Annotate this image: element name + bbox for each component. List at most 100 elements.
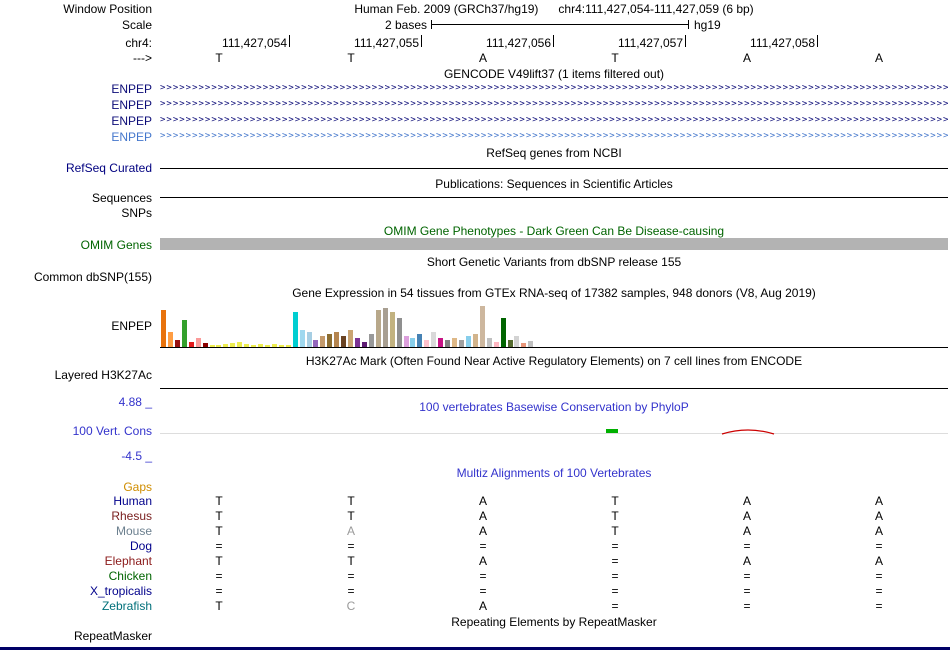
gtex-expression-bar[interactable] (417, 334, 423, 348)
dbsnp-label[interactable]: Common dbSNP(155) (33, 270, 152, 284)
gtex-expression-bar[interactable] (174, 340, 180, 348)
gtex-expression-bar[interactable] (306, 332, 312, 348)
species-label[interactable]: Zebrafish (101, 599, 152, 613)
species-label[interactable]: Dog (129, 539, 152, 553)
gene-label[interactable]: ENPEP (111, 130, 152, 144)
gtex-expression-bar[interactable] (216, 345, 222, 348)
gene-row[interactable]: ENPEP >>>>>>>>>>>>>>>>>>>>>>>>>>>>>>>>>>>… (0, 130, 950, 144)
gtex-expression-bar[interactable] (313, 340, 319, 348)
repeatmasker-title[interactable]: Repeating Elements by RepeatMasker (451, 615, 657, 629)
gtex-expression-bar[interactable] (472, 334, 478, 348)
gtex-expression-bar[interactable] (431, 332, 437, 348)
gtex-expression-bar[interactable] (251, 345, 257, 348)
conservation-title[interactable]: 100 vertebrates Basewise Conservation by… (419, 400, 689, 414)
gtex-expression-bar[interactable] (396, 318, 402, 348)
refseq-title[interactable]: RefSeq genes from NCBI (486, 146, 622, 160)
gtex-expression-bar[interactable] (292, 312, 298, 348)
publications-title[interactable]: Publications: Sequences in Scientific Ar… (435, 177, 673, 191)
gtex-title[interactable]: Gene Expression in 54 tissues from GTEx … (292, 286, 816, 300)
gtex-gene-label[interactable]: ENPEP (111, 319, 152, 333)
gencode-title[interactable]: GENCODE V49lift37 (1 items filtered out) (443, 67, 665, 81)
omim-title[interactable]: OMIM Gene Phenotypes - Dark Green Can Be… (383, 224, 725, 238)
gtex-expression-bar[interactable] (327, 334, 333, 348)
gtex-expression-bar[interactable] (202, 343, 208, 348)
gtex-expression-bar[interactable] (271, 344, 277, 348)
gtex-expression-bar[interactable] (188, 342, 194, 348)
gtex-expression-bar[interactable] (341, 336, 347, 348)
gene-row[interactable]: ENPEP >>>>>>>>>>>>>>>>>>>>>>>>>>>>>>>>>>>… (0, 82, 950, 96)
gtex-expression-bar[interactable] (320, 336, 326, 348)
gtex-expression-bar[interactable] (521, 343, 527, 348)
gtex-expression-bar[interactable] (465, 336, 471, 348)
gtex-expression-bar[interactable] (458, 340, 464, 348)
species-label[interactable]: Rhesus (111, 509, 152, 523)
gtex-expression-bar[interactable] (507, 340, 513, 348)
omim-label[interactable]: OMIM Genes (80, 238, 152, 252)
refseq-gene-line[interactable] (160, 168, 948, 169)
gtex-expression-bar[interactable] (299, 330, 305, 348)
multiz-title[interactable]: Multiz Alignments of 100 Vertebrates (456, 466, 652, 480)
scale-value: 2 bases (384, 18, 427, 32)
gtex-expression-bar[interactable] (382, 308, 388, 348)
species-label[interactable]: Mouse (115, 524, 152, 538)
gene-row[interactable]: ENPEP >>>>>>>>>>>>>>>>>>>>>>>>>>>>>>>>>>>… (0, 114, 950, 128)
omim-gene-bar[interactable] (160, 238, 948, 250)
gtex-expression-bar[interactable] (161, 310, 166, 348)
scale-bar-right-tick (688, 20, 689, 29)
gtex-expression-bar[interactable] (375, 310, 381, 348)
species-label-gaps[interactable]: Gaps (123, 480, 152, 494)
gtex-expression-bar[interactable] (334, 332, 340, 348)
gtex-expression-bar[interactable] (368, 334, 374, 348)
header-title: Human Feb. 2009 (GRCh37/hg19) chr4:111,4… (160, 2, 948, 16)
gtex-expression-bar[interactable] (514, 336, 520, 348)
gtex-expression-bar[interactable] (528, 341, 534, 348)
h3k27ac-title[interactable]: H3K27Ac Mark (Often Found Near Active Re… (305, 354, 803, 368)
species-label[interactable]: Elephant (104, 554, 152, 568)
gtex-expression-bar[interactable] (361, 342, 367, 348)
gene-label[interactable]: ENPEP (111, 98, 152, 112)
gtex-expression-bar[interactable] (479, 306, 485, 348)
gtex-expression-bar[interactable] (403, 336, 409, 348)
conservation-label[interactable]: 100 Vert. Cons (72, 424, 152, 438)
refseq-label[interactable]: RefSeq Curated (65, 161, 152, 175)
species-label[interactable]: X_tropicalis (89, 584, 152, 598)
species-label[interactable]: Chicken (108, 569, 152, 583)
gtex-expression-bar[interactable] (424, 340, 430, 348)
gtex-expression-bar[interactable] (389, 312, 395, 348)
gtex-expression-chart[interactable] (0, 301, 950, 348)
gtex-expression-bar[interactable] (244, 344, 250, 348)
sequences-label[interactable]: Sequences (91, 191, 152, 205)
gtex-expression-bar[interactable] (223, 344, 229, 348)
gtex-expression-bar[interactable] (167, 332, 173, 348)
snps-label[interactable]: SNPs (121, 206, 152, 220)
gtex-expression-bar[interactable] (278, 345, 284, 348)
gtex-expression-bar[interactable] (264, 345, 270, 348)
window-position-label: Window Position (63, 2, 152, 16)
gtex-expression-bar[interactable] (285, 345, 291, 348)
alignment-base: = (347, 584, 355, 598)
gtex-expression-bar[interactable] (237, 342, 243, 348)
gtex-expression-bar[interactable] (258, 344, 264, 348)
sequences-item-line[interactable] (160, 197, 948, 198)
gtex-expression-bar[interactable] (493, 342, 499, 348)
gene-row[interactable]: ENPEP >>>>>>>>>>>>>>>>>>>>>>>>>>>>>>>>>>>… (0, 98, 950, 112)
gtex-expression-bar[interactable] (230, 343, 236, 348)
gtex-expression-bar[interactable] (195, 338, 201, 348)
dbsnp-title[interactable]: Short Genetic Variants from dbSNP releas… (426, 255, 682, 269)
gene-label[interactable]: ENPEP (111, 114, 152, 128)
gtex-expression-bar[interactable] (209, 345, 215, 348)
gene-label[interactable]: ENPEP (111, 82, 152, 96)
gtex-expression-bar[interactable] (438, 338, 444, 348)
gtex-expression-bar[interactable] (486, 338, 492, 348)
gtex-expression-bar[interactable] (452, 338, 458, 348)
gtex-expression-bar[interactable] (500, 318, 506, 348)
repeatmasker-label[interactable]: RepeatMasker (73, 629, 152, 643)
alignment-base: = (875, 569, 883, 583)
gtex-expression-bar[interactable] (181, 320, 187, 348)
gtex-expression-bar[interactable] (348, 330, 354, 348)
h3k27ac-label[interactable]: Layered H3K27Ac (54, 368, 152, 382)
gtex-expression-bar[interactable] (445, 340, 451, 348)
species-label[interactable]: Human (113, 494, 152, 508)
gtex-expression-bar[interactable] (355, 338, 361, 348)
gtex-expression-bar[interactable] (410, 338, 416, 348)
